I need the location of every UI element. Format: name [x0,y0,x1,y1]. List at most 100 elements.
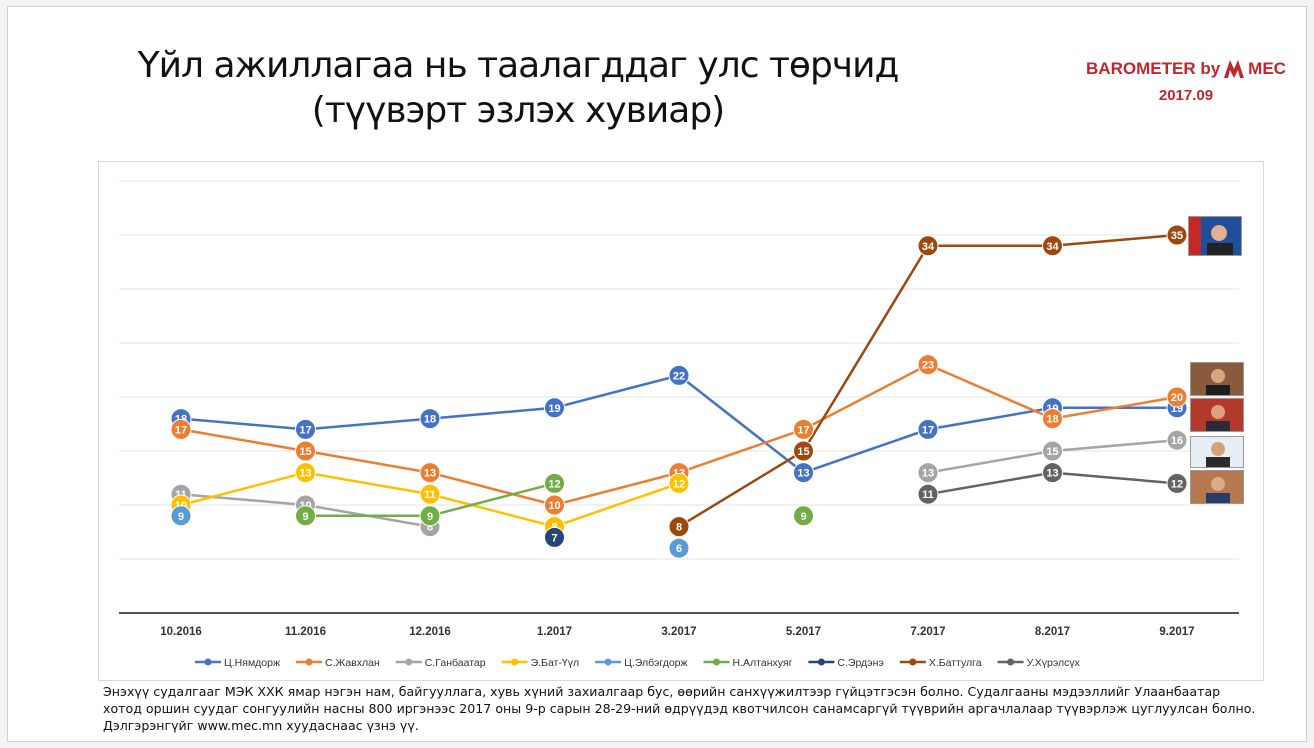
legend-item: Э.Бат-Үүл [501,657,580,669]
legend-label: С.Жавхлан [325,657,380,669]
legend-item: С.Эрдэнэ [808,657,884,669]
legend-item: Х.Баттулга [899,657,982,669]
data-label: 15 [1046,446,1058,458]
data-label: 9 [302,511,308,523]
data-point [668,516,690,538]
data-label: 15 [797,446,809,458]
legend-item: Н.Алтанхуяг [703,657,793,669]
data-point [1166,224,1188,246]
data-label: 13 [1046,468,1058,480]
legend-marker [204,658,212,666]
legend-item: Ц.Нямдорж [195,657,280,669]
data-point [1166,386,1188,408]
x-tick-label: 3.2017 [661,626,696,638]
legend: Ц.Нямдорж С.Жавхлан С.Ганбаатар Э.Бат-Үүл Ц.… [195,657,1081,669]
data-label: 11 [424,489,436,501]
legend-marker [817,658,825,666]
legend-marker [713,658,721,666]
politician-photo-3 [1190,436,1244,468]
data-label: 18 [1046,414,1058,426]
data-label: 35 [1171,230,1183,242]
data-point [1042,408,1063,430]
legend-item: Ц.Элбэгдорж [595,657,688,669]
president-photo [1188,216,1242,256]
x-tick-label: 7.2017 [910,626,945,638]
legend-label: С.Ганбаатар [425,657,486,669]
data-point [668,364,690,386]
data-point [917,235,939,257]
data-label: 13 [299,468,311,480]
data-label: 13 [424,468,436,480]
legend-label: С.Эрдэнэ [837,657,883,669]
data-point [668,537,690,559]
data-point [544,494,565,516]
data-label: 12 [673,478,685,490]
line-chart: 10.2016 11.2016 12.2016 1.2017 3.2017 5.2017 7… [119,180,1239,669]
data-point [1042,462,1063,484]
data-point [419,408,441,430]
data-point [295,462,316,484]
data-point [295,440,316,462]
data-point [419,462,441,484]
brand-block: BAROMETER by MEC 2017.09 [1076,59,1296,104]
legend-marker [511,658,519,666]
series-line [180,374,1177,475]
page-title: Үйл ажиллагаа нь таалагддаг улс төрчид (… [137,45,900,131]
x-tick-label: 11.2016 [285,626,326,638]
x-tick-label: 10.2016 [160,626,202,638]
footnote: Энэхүү судалгааг МЭК ХХК ямар нэгэн нам,… [103,684,1256,733]
data-point [170,418,192,440]
data-label: 15 [299,446,311,458]
data-label: 9 [800,511,806,523]
legend-item: С.Ганбаатар [395,657,486,669]
data-point [668,472,690,494]
series-markers: 1817181922131719191715131013172318201110… [170,224,1188,559]
data-point [917,483,939,505]
data-point [544,472,565,494]
data-label: 17 [299,424,311,436]
legend-label: Ц.Элбэгдорж [624,657,687,669]
brand-name-prefix: BAROMETER by [1086,59,1221,78]
data-point [295,505,316,527]
data-point [170,505,192,527]
x-tick-label: 1.2017 [537,626,572,638]
data-label: 12 [1171,478,1183,490]
data-point [917,418,939,440]
data-point [1166,472,1188,494]
data-label: 20 [1171,392,1183,404]
legend-label: Х.Баттулга [929,657,982,669]
data-point [1042,440,1063,462]
data-point [793,440,814,462]
data-label: 17 [175,424,187,436]
legend-label: У.Хүрэлсүх [1027,657,1081,669]
data-label: 13 [922,468,934,480]
legend-label: Н.Алтанхуяг [733,657,793,669]
politician-photo-2 [1190,398,1244,432]
data-label: 9 [427,511,433,523]
legend-marker [909,658,917,666]
data-label: 11 [922,489,934,501]
data-label: 6 [676,543,682,555]
politician-photo-1 [1190,362,1244,396]
brand-name-suffix: MEC [1248,59,1286,78]
legend-label: Ц.Нямдорж [224,657,280,669]
data-point [793,505,814,527]
data-point [544,526,565,548]
data-label: 17 [797,424,809,436]
data-label: 19 [548,403,560,415]
data-label: 17 [922,424,934,436]
data-label: 7 [551,532,557,544]
data-label: 18 [424,414,436,426]
data-label: 34 [1046,241,1059,253]
data-label: 10 [548,500,560,512]
legend-label: Э.Бат-Үүл [531,657,580,669]
data-point [295,418,316,440]
x-tick-label: 12.2016 [409,626,451,638]
data-label: 8 [427,522,433,534]
data-label: 34 [922,241,935,253]
data-point [1042,235,1063,257]
legend-marker [405,658,413,666]
data-label: 13 [797,468,809,480]
chart-container: 10.2016 11.2016 12.2016 1.2017 3.2017 5.2017 7… [98,161,1264,681]
data-label: 22 [673,370,685,382]
